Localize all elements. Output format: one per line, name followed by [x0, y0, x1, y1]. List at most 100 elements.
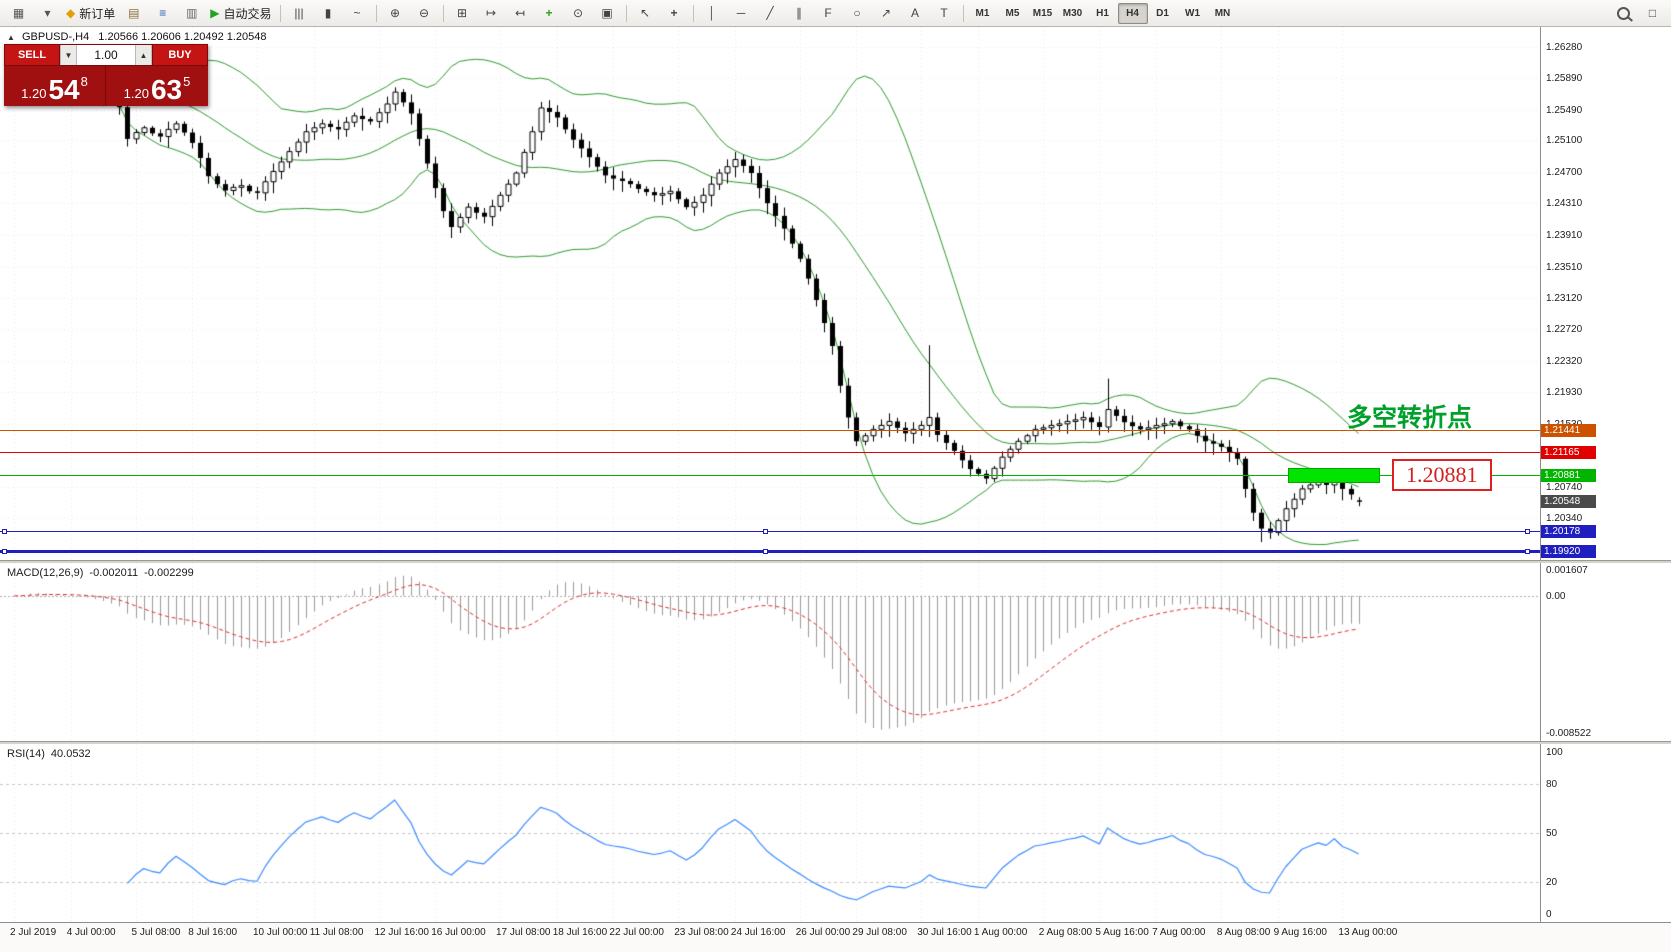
macd-axis-tick: -0.008522	[1546, 727, 1592, 739]
zoom-out-icon[interactable]: ⊖	[410, 2, 439, 25]
rsi-value: 40.0532	[50, 748, 91, 760]
shapes-icon[interactable]: ○	[843, 2, 872, 25]
sell-button[interactable]: SELL	[4, 44, 60, 66]
new-chart-icon: ▦	[12, 6, 25, 20]
panel-separator[interactable]	[0, 560, 1671, 563]
auto-scroll-icon[interactable]: ↦	[477, 2, 506, 25]
auto-trading-button[interactable]: ▶ 自动交易	[206, 2, 275, 25]
rsi-axis-divider	[1540, 744, 1541, 922]
tile-windows-icon[interactable]: ⊞	[448, 2, 477, 25]
new-order-button: ◆	[66, 6, 76, 20]
charts-profile-icon[interactable]: ▤	[119, 2, 148, 25]
crosshair-icon[interactable]: +	[660, 2, 689, 25]
trendline-icon[interactable]: ╱	[756, 2, 785, 25]
current-price-tag: 1.20548	[1541, 495, 1596, 508]
line-selection-handle[interactable]	[2, 549, 7, 554]
buy-button[interactable]: BUY	[152, 44, 208, 66]
buy-price-display[interactable]: 1.20 63 5	[106, 66, 208, 106]
new-chart-icon[interactable]: ▦	[4, 2, 33, 25]
chart-text-annotation[interactable]: 多空转折点	[1347, 404, 1473, 432]
vertical-line-icon[interactable]: │	[698, 2, 727, 25]
label-tool-icon: T	[940, 6, 948, 20]
sell-price-display[interactable]: 1.20 54 8	[4, 66, 106, 106]
volume-value[interactable]: 1.00	[94, 48, 118, 62]
rsi-canvas[interactable]	[0, 744, 1540, 922]
bar-chart-type-icon: |||	[294, 6, 304, 20]
price-chart-canvas[interactable]	[0, 27, 1540, 560]
timeframe-H4[interactable]: H4	[1117, 2, 1148, 24]
bar-chart-type-icon[interactable]: |||	[285, 2, 314, 25]
toolbar-separator	[692, 4, 694, 22]
timeframe-M5[interactable]: M5	[1005, 7, 1020, 19]
trade-panel-toggle[interactable]: ▲	[7, 33, 15, 42]
chart-dropdown-caret[interactable]: ▾	[33, 2, 62, 25]
symbol-ohlc-line: ▲ GBPUSD-,H4 1.20566 1.20606 1.20492 1.2…	[7, 31, 273, 43]
label-tool-icon[interactable]: T	[930, 2, 959, 25]
line-selection-handle[interactable]	[2, 529, 7, 534]
text-tool-icon[interactable]: A	[901, 2, 930, 25]
timeframe-MN[interactable]: MN	[1214, 7, 1231, 19]
fibonacci-icon: F	[824, 6, 832, 20]
periods-icon[interactable]: ⊙	[564, 2, 593, 25]
horizontal-level-line-1.20881[interactable]	[0, 475, 1540, 476]
time-axis[interactable]: 2 Jul 2019 4 Jul 00:00 5 Jul 08:00 8 Jul 16…	[0, 922, 1671, 952]
timeframe-M1[interactable]: M1	[975, 7, 990, 19]
candlestick-type-icon[interactable]: ▮	[314, 2, 343, 25]
time-axis-label: 30 Jul 16:00	[917, 927, 972, 938]
time-axis-label: 1 Aug 00:00	[973, 927, 1028, 938]
time-axis-label: 8 Jul 16:00	[188, 927, 238, 938]
time-axis-label: 18 Jul 16:00	[552, 927, 608, 938]
data-window-icon[interactable]: ▥	[177, 2, 206, 25]
line-chart-type-icon[interactable]: ~	[343, 2, 372, 25]
timeframe-D1[interactable]: D1	[1156, 7, 1169, 19]
volume-down-button[interactable]: ▼	[60, 45, 77, 65]
templates-icon[interactable]: ▣	[593, 2, 622, 25]
resistance-zone-rectangle[interactable]	[1288, 468, 1380, 483]
timeframe-M30[interactable]: M30	[1062, 7, 1083, 19]
volume-up-button[interactable]: ▲	[135, 45, 152, 65]
new-order-button-label: 新订单	[79, 6, 116, 21]
time-axis-label: 8 Aug 08:00	[1216, 927, 1271, 938]
macd-canvas[interactable]	[0, 563, 1540, 741]
time-axis-label: 2 Jul 2019	[10, 927, 57, 938]
chart-shift-icon: ↤	[514, 6, 526, 20]
toolbar-separator	[625, 4, 627, 22]
line-selection-handle[interactable]	[763, 529, 768, 534]
timeframe-M15[interactable]: M15	[1032, 7, 1053, 19]
rsi-label: RSI(14) 40.0532	[7, 748, 97, 760]
line-selection-handle[interactable]	[1525, 549, 1530, 554]
arrow-tool-icon[interactable]: ↗	[872, 2, 901, 25]
line-selection-handle[interactable]	[763, 549, 768, 554]
periods-icon: ⊙	[572, 6, 584, 20]
channel-icon[interactable]: ∥	[785, 2, 814, 25]
price-callout-label[interactable]: 1.20881	[1392, 459, 1492, 491]
search-icon[interactable]	[1609, 2, 1638, 25]
horizontal-level-line-1.21165[interactable]	[0, 452, 1540, 453]
macd-axis-divider	[1540, 563, 1541, 741]
timeframe-W1[interactable]: W1	[1185, 7, 1200, 19]
horizontal-line-icon[interactable]: ─	[727, 2, 756, 25]
channel-icon: ∥	[796, 6, 802, 20]
layout-icon[interactable]: □	[1638, 2, 1667, 25]
horizontal-level-line-1.21441[interactable]	[0, 430, 1540, 431]
time-axis-label: 9 Aug 16:00	[1273, 927, 1327, 938]
chart-shift-icon[interactable]: ↤	[506, 2, 535, 25]
vertical-line-icon: │	[708, 6, 716, 20]
market-watch-icon[interactable]: ≡	[148, 2, 177, 25]
zoom-in-icon[interactable]: ⊕	[381, 2, 410, 25]
price-axis-tick: 1.21930	[1546, 387, 1583, 399]
indicators-icon[interactable]: +	[535, 2, 564, 25]
time-axis-label: 5 Aug 16:00	[1095, 927, 1149, 938]
timeframe-H1[interactable]: H1	[1096, 7, 1109, 19]
line-selection-handle[interactable]	[1525, 529, 1530, 534]
fibonacci-icon[interactable]: F	[814, 2, 843, 25]
new-order-button[interactable]: ◆ 新订单	[62, 2, 119, 25]
horizontal-level-line-1.19920[interactable]	[0, 550, 1540, 553]
price-axis-tick: 1.25100	[1546, 135, 1583, 147]
panel-separator[interactable]	[0, 741, 1671, 744]
symbol-label: GBPUSD-,H4	[21, 31, 90, 43]
rsi-axis-tick: 20	[1546, 876, 1558, 888]
horizontal-level-line-1.20178[interactable]	[0, 531, 1540, 532]
templates-icon: ▣	[601, 6, 613, 20]
cursor-icon[interactable]: ↖	[631, 2, 660, 25]
